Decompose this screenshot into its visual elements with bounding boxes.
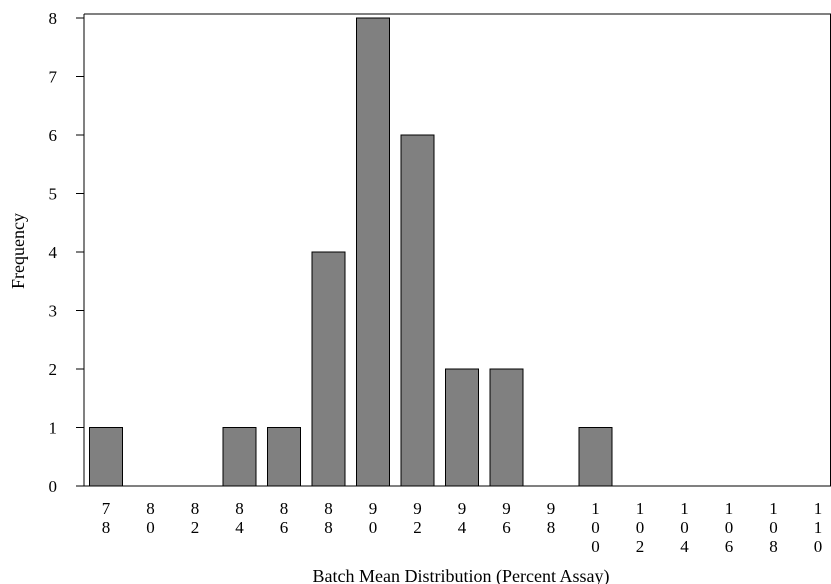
bar-96 (489, 368, 524, 487)
x-tick-label-digit: 9 (502, 499, 511, 518)
x-tick-label-digit: 0 (591, 518, 600, 537)
bar-84 (222, 427, 257, 487)
x-tick-label-digit: 8 (547, 518, 556, 537)
x-tick-label-digit: 8 (191, 499, 200, 518)
x-tick-label-digit: 6 (725, 537, 734, 556)
x-tick-label-digit: 0 (769, 518, 778, 537)
bar-92 (400, 134, 435, 487)
x-tick-label-digit: 1 (680, 499, 689, 518)
y-tick-label: 4 (49, 243, 58, 262)
x-axis-title: Batch Mean Distribution (Percent Assay) (313, 566, 610, 584)
bar-86 (267, 427, 301, 487)
x-tick-label-digit: 8 (324, 499, 333, 518)
x-tick-label-digit: 0 (725, 518, 734, 537)
x-tick-label-digit: 9 (369, 499, 378, 518)
x-tick-label-digit: 1 (814, 518, 823, 537)
x-tick-label-digit: 0 (814, 537, 823, 556)
bar-78 (89, 427, 123, 487)
x-tick-label-digit: 2 (413, 518, 422, 537)
y-tick-label: 8 (49, 9, 58, 28)
x-tick-label-digit: 1 (591, 499, 600, 518)
y-tick-label: 3 (49, 302, 58, 321)
x-tick-label-digit: 9 (458, 499, 467, 518)
x-tick-label-digit: 8 (102, 518, 111, 537)
y-tick-label: 7 (49, 68, 58, 87)
x-tick-label-digit: 4 (458, 518, 467, 537)
bar-88 (311, 251, 346, 487)
y-tick-label: 5 (49, 185, 58, 204)
y-tick-label: 2 (49, 360, 58, 379)
y-tick-label: 6 (49, 126, 58, 145)
x-tick-label-digit: 1 (725, 499, 734, 518)
x-tick-label-digit: 9 (413, 499, 422, 518)
x-tick-label-digit: 9 (547, 499, 556, 518)
bar-94 (445, 368, 479, 487)
bar-100 (578, 427, 613, 487)
x-tick-label-digit: 7 (102, 499, 111, 518)
x-tick-label-digit: 0 (636, 518, 645, 537)
x-tick-label-digit: 2 (636, 537, 645, 556)
x-tick-label-digit: 8 (235, 499, 244, 518)
x-tick-label-digit: 8 (146, 499, 155, 518)
x-tick-label-digit: 0 (680, 518, 689, 537)
x-tick-label-digit: 8 (324, 518, 333, 537)
x-tick-label-digit: 4 (235, 518, 244, 537)
x-tick-label-digit: 6 (502, 518, 511, 537)
x-tick-label-digit: 2 (191, 518, 200, 537)
x-tick-label-digit: 0 (591, 537, 600, 556)
y-axis: 0 1 2 3 4 5 6 7 8 (49, 9, 84, 496)
x-tick-label-digit: 0 (369, 518, 378, 537)
y-axis-title: Frequency (8, 213, 28, 289)
x-tick-label-digit: 1 (769, 499, 778, 518)
x-axis: 7 88 08 28 48 68 89 09 29 49 69 81 0 01 0 21 0 41 0 61 0 81 1 0 (102, 499, 823, 556)
x-tick-label-digit: 6 (280, 518, 289, 537)
x-tick-label-digit: 1 (814, 499, 823, 518)
x-tick-label-digit: 4 (680, 537, 689, 556)
x-tick-label-digit: 8 (280, 499, 289, 518)
y-tick-label: 1 (49, 419, 58, 438)
bars (89, 17, 613, 487)
x-tick-label-digit: 8 (769, 537, 778, 556)
x-tick-label-digit: 1 (636, 499, 645, 518)
x-tick-label-digit: 0 (146, 518, 155, 537)
y-tick-label: 0 (49, 477, 58, 496)
bar-90 (356, 17, 390, 487)
